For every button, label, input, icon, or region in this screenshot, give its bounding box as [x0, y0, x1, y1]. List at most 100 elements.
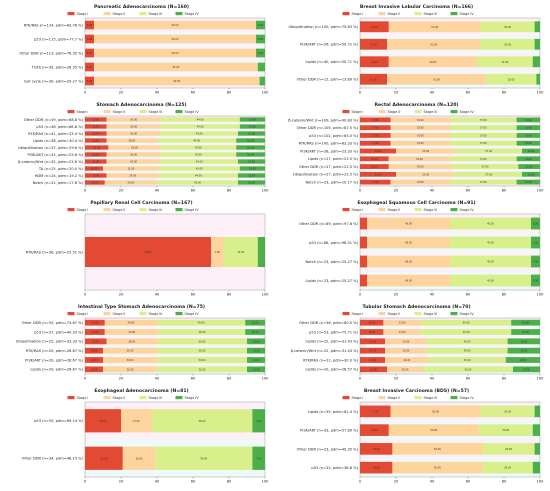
chart-legend: Stage I Stage II Stage III Stage IV [342, 208, 475, 212]
legend-label-stage-1: Stage I [352, 12, 364, 16]
bar-value-label: 5.00 [87, 66, 93, 69]
x-tick-label: 100 [537, 293, 545, 297]
bar-segment-stage-2 [104, 180, 157, 185]
bar-segment-stage-4 [516, 179, 540, 185]
bar-segment-stage-2 [385, 357, 429, 363]
bar-value-label: 56.00 [199, 420, 206, 423]
bar-value-label: 50.00 [199, 340, 206, 343]
legend-label-stage-4: Stage IV [460, 312, 475, 316]
legend-label-stage-2: Stage II [113, 12, 126, 16]
bar-value-label: 5.00 [533, 242, 539, 245]
x-tick-label: 40 [155, 377, 160, 381]
bar-segment-stage-4 [532, 56, 540, 68]
bar-segment-stage-2 [387, 73, 486, 85]
bar-segment-stage-2 [367, 236, 450, 249]
bar-segment-stage-2 [367, 274, 450, 287]
chart-legend: Stage I Stage II Stage III Stage IV [67, 396, 199, 400]
legend-label-stage-3: Stage III [424, 110, 438, 114]
bar-segment-stage-1 [85, 357, 103, 363]
bar-value-label: 14.00 [249, 168, 256, 171]
bar-segment-stage-4 [239, 117, 265, 122]
legend-swatch-stage-2 [378, 110, 386, 114]
bar-value-label: 15.00 [248, 182, 255, 185]
x-tick-label: 20 [119, 189, 124, 193]
bar-value-label: 24.00 [403, 359, 410, 362]
x-tick-label: 80 [502, 189, 507, 193]
x-tick-label: 40 [155, 293, 160, 297]
bar-segment-stage-4 [247, 338, 265, 345]
bar-segment-stage-2 [103, 366, 157, 373]
bar-segment-stage-3 [157, 319, 246, 326]
legend-label-stage-2: Stage II [113, 396, 126, 400]
bar-segment-stage-2 [106, 159, 161, 164]
chart-title: Breast Invasive Carcinoma (BDS) (N=57) [364, 388, 469, 394]
bar-value-label: 92.00 [173, 80, 180, 83]
bar-segment-stage-2 [390, 117, 450, 123]
bar-segment-stage-2 [103, 166, 159, 171]
x-tick-label: 60 [191, 91, 196, 95]
bar-segment-stage-1 [85, 237, 211, 267]
chart-panel-4: Rectal Adenocarcinoma (N=120) Stage I Stag… [275, 98, 550, 196]
x-tick-label: 60 [191, 293, 196, 297]
x-tick-label: 40 [430, 377, 435, 381]
bar-segment-stage-4 [238, 180, 265, 185]
bar-value-label: 17.00 [372, 142, 379, 145]
bar-value-label: 17.00 [372, 127, 379, 130]
bar-value-label: 16.00 [247, 140, 254, 143]
bar-value-label: 20.00 [402, 368, 409, 371]
legend-swatch-stage-2 [103, 12, 111, 16]
bar-value-label: 12.00 [92, 140, 99, 143]
bar-value-label: 50.00 [432, 410, 439, 413]
x-tick-label: 0 [359, 91, 362, 95]
bar-value-label: 15.00 [248, 161, 255, 164]
legend-swatch-stage-1 [342, 110, 350, 114]
bar-segment-stage-2 [106, 117, 161, 122]
bar-value-label: 42.00 [195, 147, 202, 150]
bar-value-label: 90.00 [172, 52, 179, 55]
category-label: Notch (n=22, pdm=17.6 %) [33, 181, 84, 185]
legend-swatch-stage-2 [103, 396, 111, 400]
legend-label-stage-2: Stage II [113, 312, 126, 316]
x-tick-label: 20 [119, 480, 124, 484]
category-label: RTK/RAS (n=20, pdm=26.67 %) [26, 349, 84, 353]
bar-segment-stage-1 [85, 409, 121, 433]
bar-value-label: 10.00 [528, 150, 535, 153]
legend-label-stage-3: Stage III [424, 208, 438, 212]
bar-value-label: 5.00 [87, 24, 93, 27]
bar-segment-stage-2 [388, 424, 479, 436]
x-tick-label: 100 [537, 189, 545, 193]
plot-frame [359, 317, 541, 375]
category-label: p53 (n=102, pdm=85.0 %) [309, 134, 358, 138]
bar-segment-stage-2 [388, 56, 477, 68]
bar-value-label: 45.00 [487, 261, 494, 264]
bar-segment-stage-2 [106, 152, 161, 157]
category-label: PI3K/AKT (n=33, pdm=57.89 %) [300, 429, 358, 433]
bar-value-label: 5.00 [258, 52, 264, 55]
bar-value-label: 37.00 [485, 173, 492, 176]
bar-value-label: 15.00 [248, 175, 255, 178]
bar-segment-stage-1 [360, 156, 389, 162]
bar-segment-stage-3 [157, 138, 237, 143]
category-label: Other DDR (n=55, pdm=73.67 %) [22, 321, 84, 325]
bar-segment-stage-1 [360, 274, 368, 287]
x-tick-label: 20 [394, 377, 399, 381]
x-tick-label: 60 [191, 377, 196, 381]
bar-value-label: 16.00 [247, 147, 254, 150]
bar-value-label: 33.00 [417, 127, 424, 130]
category-label: TGFb (n=39, pdm=26.35 %) [31, 65, 84, 69]
bar-value-label: 16.00 [522, 331, 529, 334]
legend-label-stage-3: Stage III [424, 12, 438, 16]
bar-value-label: 52.00 [430, 43, 437, 46]
bar-segment-stage-4 [532, 461, 540, 474]
category-label: RTK/RAS (n=124, pdm=83.78 %) [24, 23, 84, 27]
legend-label-stage-4: Stage IV [460, 208, 475, 212]
bar-segment-stage-2 [388, 156, 450, 162]
category-label: RTK/RAS (n=21, pdm=30.0 %) [303, 358, 358, 362]
category-label: p53 (n=22, pdm=38.6 %) [311, 466, 358, 470]
bar-value-label: 12.00 [92, 175, 99, 178]
plot-frame [359, 17, 541, 89]
bar-segment-stage-4 [259, 76, 265, 86]
bar-segment-stage-1 [360, 148, 396, 154]
